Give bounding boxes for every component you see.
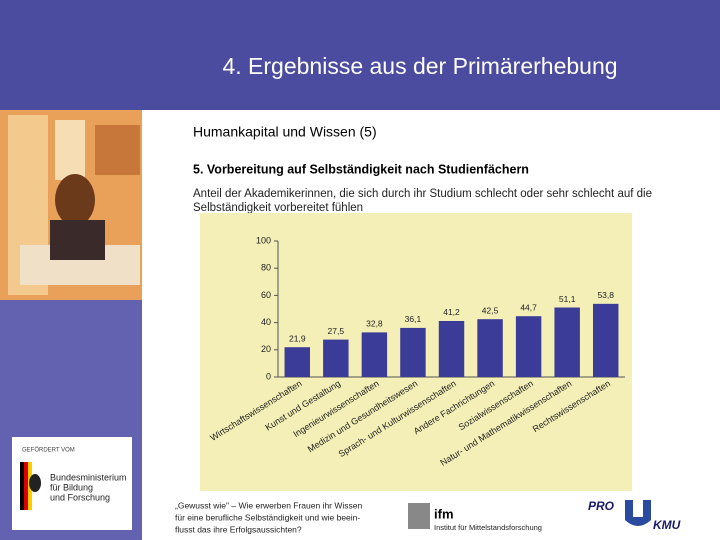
- bar: [400, 327, 426, 377]
- value-label: 44,7: [520, 302, 537, 312]
- value-label: 41,2: [443, 307, 460, 317]
- kmu-logo: KMU: [653, 518, 681, 532]
- value-label: 53,8: [597, 290, 614, 300]
- description: Anteil der Akademikerinnen, die sich dur…: [193, 188, 652, 200]
- value-label: 32,8: [366, 319, 383, 329]
- y-tick-label: 0: [266, 371, 271, 381]
- y-tick-label: 80: [261, 263, 271, 273]
- heading: Humankapital und Wissen (5): [193, 124, 377, 140]
- ifm-name: Institut für Mittelstandsforschung: [434, 523, 542, 532]
- y-tick-label: 100: [256, 235, 271, 245]
- value-label: 21,9: [289, 333, 306, 343]
- sponsor-name: und Forschung: [50, 492, 110, 502]
- bar: [284, 347, 311, 377]
- ifm-logo: ifm: [434, 506, 454, 521]
- ifm-crest: [408, 503, 430, 529]
- bar: [323, 339, 349, 377]
- sponsor-name: Bundesministerium: [50, 472, 127, 482]
- photo: [0, 110, 142, 300]
- description: Selbständigkeit vorbereitet fühlen: [193, 202, 363, 214]
- bar: [554, 307, 580, 377]
- sponsor-label: GEFÖRDERT VOM: [22, 447, 75, 454]
- eagle-logo: [20, 462, 41, 510]
- bar: [592, 303, 619, 377]
- slide-title: 4. Ergebnisse aus der Primärerhebung: [222, 53, 617, 79]
- bar: [515, 316, 542, 377]
- footer-text: „Gewusst wie" – Wie erwerben Frauen ihr …: [175, 500, 363, 510]
- y-tick-label: 20: [261, 344, 271, 354]
- bar: [477, 319, 503, 377]
- bar: [361, 332, 388, 377]
- title-band: [0, 0, 720, 110]
- subheading: 5. Vorbereitung auf Selbständigkeit nach…: [193, 162, 529, 176]
- y-tick-label: 40: [261, 317, 271, 327]
- pro-logo: PRO: [588, 499, 615, 513]
- u-logo: [625, 500, 651, 526]
- bar: [438, 320, 465, 377]
- y-tick-label: 60: [261, 290, 271, 300]
- value-label: 42,5: [482, 305, 499, 315]
- value-label: 51,1: [559, 294, 576, 304]
- value-label: 36,1: [405, 314, 422, 324]
- footer-text: für eine berufliche Selbständigkeit und …: [175, 512, 360, 522]
- sponsor-name: für Bildung: [50, 482, 93, 492]
- footer-text: flusst das ihre Erfolgsaussichten?: [175, 524, 302, 534]
- value-label: 27,5: [328, 326, 345, 336]
